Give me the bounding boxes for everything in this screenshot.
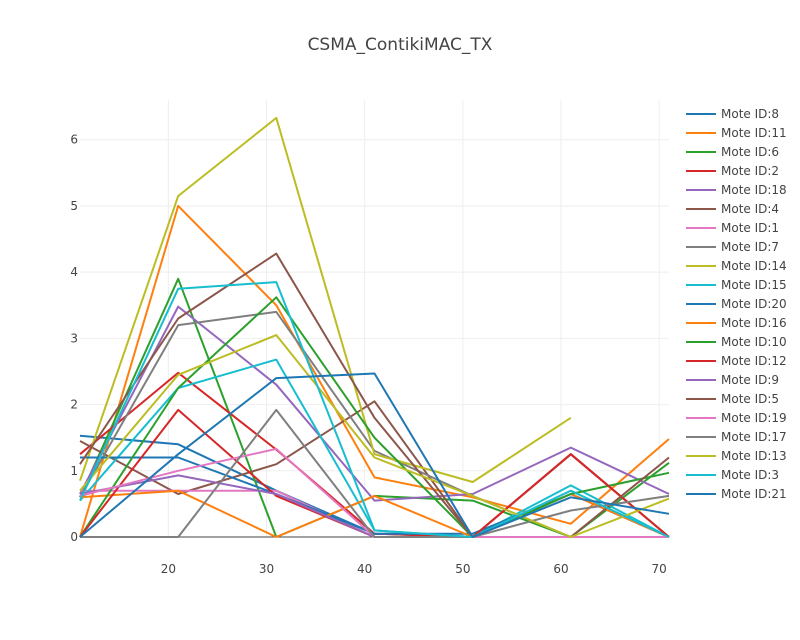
y-tick-label: 5 bbox=[70, 199, 78, 213]
legend-label: Mote ID:20 bbox=[721, 297, 787, 311]
legend-item[interactable]: Mote ID:18 bbox=[686, 183, 787, 197]
legend-item[interactable]: Mote ID:3 bbox=[686, 468, 779, 482]
legend-label: Mote ID:14 bbox=[721, 259, 787, 273]
x-tick-label: 30 bbox=[259, 562, 274, 576]
legend-label: Mote ID:8 bbox=[721, 107, 779, 121]
legend-label: Mote ID:16 bbox=[721, 316, 787, 330]
series-line-13[interactable] bbox=[79, 296, 670, 538]
legend-label: Mote ID:7 bbox=[721, 240, 779, 254]
legend-item[interactable]: Mote ID:8 bbox=[686, 107, 779, 121]
legend-item[interactable]: Mote ID:13 bbox=[686, 449, 787, 463]
legend-item[interactable]: Mote ID:19 bbox=[686, 411, 787, 425]
legend-label: Mote ID:6 bbox=[721, 145, 779, 159]
y-tick-label: 4 bbox=[70, 265, 78, 279]
legend[interactable]: Mote ID:8 Mote ID:11 Mote ID:6 Mote ID:2 Mot… bbox=[686, 107, 787, 501]
legend-label: Mote ID:12 bbox=[721, 354, 787, 368]
legend-item[interactable]: Mote ID:2 bbox=[686, 164, 779, 178]
legend-item[interactable]: Mote ID:21 bbox=[686, 487, 787, 501]
legend-item[interactable]: Mote ID:14 bbox=[686, 259, 787, 273]
y-tick-label: 1 bbox=[70, 464, 78, 478]
series-line-18[interactable] bbox=[80, 408, 670, 538]
legend-label: Mote ID:9 bbox=[721, 373, 779, 387]
legend-label: Mote ID:10 bbox=[721, 335, 787, 349]
x-tick-label: 20 bbox=[161, 562, 176, 576]
legend-item[interactable]: Mote ID:1 bbox=[686, 221, 779, 235]
series-line-9[interactable] bbox=[79, 116, 572, 483]
legend-item[interactable]: Mote ID:20 bbox=[686, 297, 787, 311]
legend-label: Mote ID:11 bbox=[721, 126, 787, 140]
legend-item[interactable]: Mote ID:5 bbox=[686, 392, 779, 406]
series-line-5[interactable] bbox=[79, 305, 670, 502]
legend-item[interactable]: Mote ID:6 bbox=[686, 145, 779, 159]
legend-item[interactable]: Mote ID:4 bbox=[686, 202, 779, 216]
series-line-19[interactable] bbox=[79, 334, 670, 538]
x-tick-label: 50 bbox=[455, 562, 470, 576]
x-tick-label: 40 bbox=[357, 562, 372, 576]
y-tick-label: 2 bbox=[70, 398, 78, 412]
legend-item[interactable]: Mote ID:12 bbox=[686, 354, 787, 368]
grid-lines bbox=[80, 100, 669, 538]
legend-label: Mote ID:2 bbox=[721, 164, 779, 178]
y-tick-label: 0 bbox=[70, 530, 78, 544]
legend-item[interactable]: Mote ID:10 bbox=[686, 335, 787, 349]
y-tick-label: 6 bbox=[70, 133, 78, 147]
series-line-20[interactable] bbox=[79, 281, 670, 538]
legend-label: Mote ID:3 bbox=[721, 468, 779, 482]
legend-item[interactable]: Mote ID:7 bbox=[686, 240, 779, 254]
legend-label: Mote ID:19 bbox=[721, 411, 787, 425]
series-lines[interactable] bbox=[79, 116, 670, 538]
legend-item[interactable]: Mote ID:9 bbox=[686, 373, 779, 387]
legend-item[interactable]: Mote ID:11 bbox=[686, 126, 787, 140]
legend-item[interactable]: Mote ID:16 bbox=[686, 316, 787, 330]
chart-title: CSMA_ContikiMAC_TX bbox=[308, 35, 493, 55]
axis-ticks: 20 30 40 50 60 70 0 1 2 3 4 5 6 bbox=[70, 133, 666, 576]
series-line-21[interactable] bbox=[79, 372, 670, 538]
x-tick-label: 60 bbox=[553, 562, 568, 576]
legend-label: Mote ID:15 bbox=[721, 278, 787, 292]
legend-label: Mote ID:1 bbox=[721, 221, 779, 235]
legend-label: Mote ID:18 bbox=[721, 183, 787, 197]
y-tick-label: 3 bbox=[70, 331, 78, 345]
legend-label: Mote ID:13 bbox=[721, 449, 787, 463]
legend-item[interactable]: Mote ID:15 bbox=[686, 278, 787, 292]
legend-label: Mote ID:4 bbox=[721, 202, 779, 216]
x-tick-label: 70 bbox=[652, 562, 667, 576]
legend-label: Mote ID:21 bbox=[721, 487, 787, 501]
legend-item[interactable]: Mote ID:17 bbox=[686, 430, 787, 444]
legend-label: Mote ID:17 bbox=[721, 430, 787, 444]
legend-label: Mote ID:5 bbox=[721, 392, 779, 406]
series-line-2[interactable] bbox=[79, 204, 670, 538]
